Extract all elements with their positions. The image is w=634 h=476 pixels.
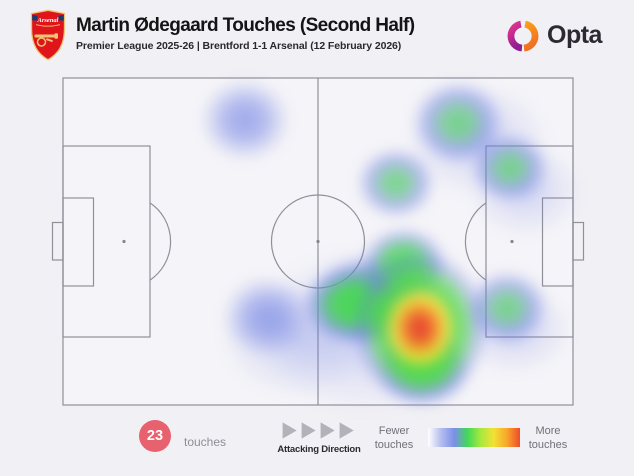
- touches-count: 23: [146, 428, 164, 444]
- heat-blob-green: [357, 148, 435, 218]
- arrow-right-icon: [301, 422, 316, 439]
- arrow-right-icon: [282, 422, 297, 439]
- heat-blob-blue: [200, 79, 290, 161]
- opta-brand: Opta: [506, 19, 602, 53]
- arrow-right-icon: [320, 422, 335, 439]
- crest-wordmark: Arsenal: [37, 17, 59, 24]
- match-subtitle: Premier League 2025-26 | Brentford 1-1 A…: [76, 40, 402, 52]
- left-goal: [51, 221, 64, 261]
- right-penalty-spot: [510, 239, 514, 244]
- legend-more-touches-label: More touches: [528, 425, 568, 451]
- centre-spot: [316, 239, 320, 244]
- opta-wordmark: Opta: [547, 20, 602, 49]
- left-penalty-arc: [149, 202, 172, 281]
- heat-blob-blue: [222, 276, 310, 358]
- right-goal: [572, 221, 585, 261]
- heat-blob-hot: [352, 250, 488, 406]
- touch-heatmap: [63, 78, 583, 415]
- opta-icon: [507, 20, 539, 52]
- page-title: Martin Ødegaard Touches (Second Half): [76, 15, 415, 36]
- arsenal-crest-logo: Arsenal: [30, 9, 66, 61]
- legend-gradient-bar: [428, 428, 520, 447]
- touches-count-badge: 23: [139, 420, 171, 452]
- legend-fewer-touches-label: Fewer touches: [374, 425, 414, 451]
- attacking-direction-label: Attacking Direction: [277, 444, 361, 455]
- arrow-right-icon: [339, 422, 354, 439]
- touches-label: touches: [184, 435, 227, 449]
- heat-blob-green: [471, 133, 549, 203]
- attacking-direction-arrows: [282, 422, 354, 439]
- left-penalty-spot: [122, 239, 126, 244]
